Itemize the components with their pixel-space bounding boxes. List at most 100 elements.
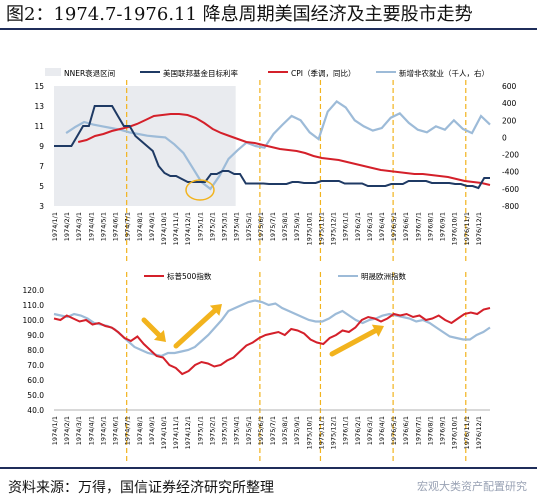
x-tick-label: 1975/4/1 <box>233 212 241 241</box>
y-right-tick-label: 200 <box>502 116 517 125</box>
x-tick-label: 1974/5/1 <box>99 212 107 241</box>
legend-payrolls: 新增非农就业（千人，右） <box>399 68 489 78</box>
y-tick-label: 100.0 <box>23 316 45 325</box>
y-tick-label: 110.0 <box>23 301 45 310</box>
legend-recession-swatch <box>45 68 61 76</box>
trend-arrow-shaft <box>173 308 218 349</box>
legend-msci-europe: 明晟欧洲指数 <box>361 271 406 281</box>
y-right-tick-label: 0 <box>502 133 507 142</box>
x-tick-label: 1976/8/1 <box>426 416 434 445</box>
x-tick-label: 1975/12/1 <box>330 212 338 245</box>
x-tick-label: 1974/11/1 <box>172 212 180 245</box>
y-right-tick-label: -400 <box>502 168 519 177</box>
x-tick-label: 1974/1/1 <box>51 416 59 445</box>
legend-fed: 美国联邦基金目标利率 <box>163 68 238 78</box>
x-tick-label: 1976/9/1 <box>439 212 447 241</box>
x-tick-label: 1974/3/1 <box>75 212 83 241</box>
y-tick-label: 70.0 <box>27 361 44 370</box>
legend-cpi: CPI（季调，同比） <box>291 68 355 78</box>
y-left-tick-label: 13 <box>34 102 44 111</box>
x-tick-label: 1975/3/1 <box>221 416 229 445</box>
y-right-tick-label: -200 <box>502 151 519 160</box>
x-tick-label: 1976/3/1 <box>366 212 374 241</box>
x-tick-label: 1974/11/1 <box>172 416 180 449</box>
y-left-tick-label: 11 <box>34 122 44 131</box>
x-tick-label: 1975/5/1 <box>245 212 253 241</box>
x-tick-label: 1976/5/1 <box>390 212 398 241</box>
x-tick-label: 1976/11/1 <box>463 212 471 245</box>
trend-arrow-head <box>209 304 222 316</box>
x-tick-label: 1974/9/1 <box>148 416 156 445</box>
x-tick-label: 1975/3/1 <box>221 212 229 241</box>
x-tick-label: 1974/3/1 <box>75 416 83 445</box>
series-payrolls <box>65 99 491 191</box>
x-tick-label: 1975/8/1 <box>281 212 289 241</box>
x-tick-label: 1976/4/1 <box>378 416 386 445</box>
x-tick-label: 1975/4/1 <box>233 416 241 445</box>
x-tick-label: 1974/7/1 <box>124 212 132 241</box>
x-tick-label: 1976/5/1 <box>390 416 398 445</box>
x-tick-label: 1976/10/1 <box>451 416 459 449</box>
x-tick-label: 1975/1/1 <box>196 416 204 445</box>
x-tick-label: 1974/10/1 <box>160 212 168 245</box>
x-tick-label: 1975/2/1 <box>208 212 216 241</box>
x-tick-label: 1976/9/1 <box>439 416 447 445</box>
x-tick-label: 1976/12/1 <box>475 416 483 449</box>
series-sp500 <box>53 307 491 376</box>
y-left-tick-label: 5 <box>39 182 44 191</box>
watermark: 宏观大类资产配置研究 <box>417 480 527 493</box>
x-tick-label: 1974/1/1 <box>51 212 59 241</box>
x-tick-label: 1975/7/1 <box>269 416 277 445</box>
x-tick-label: 1976/1/1 <box>342 212 350 241</box>
x-tick-label: 1976/3/1 <box>366 416 374 445</box>
x-tick-label: 1974/12/1 <box>184 416 192 449</box>
x-tick-label: 1976/11/1 <box>463 416 471 449</box>
x-tick-label: 1975/12/1 <box>330 416 338 449</box>
x-tick-label: 1975/11/1 <box>317 212 325 245</box>
x-tick-label: 1976/1/1 <box>342 416 350 445</box>
y-left-tick-label: 3 <box>39 202 44 211</box>
x-tick-label: 1974/8/1 <box>136 416 144 445</box>
x-tick-label: 1975/7/1 <box>269 212 277 241</box>
x-tick-label: 1975/1/1 <box>196 212 204 241</box>
legend-sp500: 标普500指数 <box>167 271 212 281</box>
x-tick-label: 1976/4/1 <box>378 212 386 241</box>
y-tick-label: 60.0 <box>27 376 44 385</box>
x-tick-label: 1974/4/1 <box>87 212 95 241</box>
x-tick-label: 1974/6/1 <box>112 212 120 241</box>
figure-title: 图2：1974.7-1976.11 降息周期美国经济及主要股市走势 <box>0 0 537 30</box>
x-tick-label: 1974/5/1 <box>99 416 107 445</box>
x-tick-label: 1974/7/1 <box>124 416 132 445</box>
y-tick-label: 50.0 <box>27 391 44 400</box>
chart-macro: 3 5 7 9 11 13 15 -800 -600 -400 -200 0 200 400 600 1974… <box>34 68 519 264</box>
legend-recession: NNER衰退区间 <box>64 68 115 78</box>
x-tick-label: 1974/12/1 <box>184 212 192 245</box>
x-tick-label: 1976/6/1 <box>402 212 410 241</box>
y-left-tick-label: 9 <box>39 142 44 151</box>
x-tick-label: 1975/9/1 <box>293 416 301 445</box>
x-tick-label: 1974/4/1 <box>87 416 95 445</box>
x-tick-label: 1976/2/1 <box>354 416 362 445</box>
x-tick-label: 1976/8/1 <box>426 212 434 241</box>
series-cpi <box>77 113 491 186</box>
x-tick-label: 1976/7/1 <box>414 416 422 445</box>
chart-stocks: 40.0 50.0 60.0 70.0 80.0 90.0 100.0 110.0 120.0 1… <box>23 271 491 464</box>
x-tick-label: 1974/2/1 <box>63 212 71 241</box>
x-tick-label: 1974/9/1 <box>148 212 156 241</box>
trend-arrow-shaft <box>141 317 162 338</box>
x-tick-label: 1975/6/1 <box>257 416 265 445</box>
y-tick-label: 40.0 <box>27 406 44 415</box>
footer: 资料来源：万得，国信证券经济研究所整理 宏观大类资产配置研究 <box>0 467 537 500</box>
x-tick-label: 1975/8/1 <box>281 416 289 445</box>
series-fed-funds <box>54 105 490 190</box>
x-tick-label: 1974/10/1 <box>160 416 168 449</box>
x-tick-label: 1975/11/1 <box>317 416 325 449</box>
x-tick-label: 1975/6/1 <box>257 212 265 241</box>
x-tick-label: 1974/2/1 <box>63 416 71 445</box>
y-right-tick-label: -600 <box>502 185 519 194</box>
y-tick-label: 120.0 <box>23 286 45 295</box>
legend-1: NNER衰退区间 美国联邦基金目标利率 CPI（季调，同比） 新增非农就业（千人… <box>45 68 489 78</box>
cut-lines <box>126 272 467 464</box>
x-tick-label: 1974/6/1 <box>112 416 120 445</box>
trend-arrow-head <box>371 324 384 337</box>
